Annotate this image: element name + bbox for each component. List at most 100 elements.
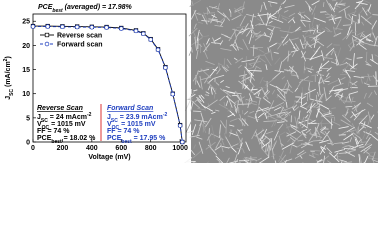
nanowire (228, 109, 236, 117)
nanowire (223, 102, 226, 108)
nanowire (281, 15, 290, 20)
nanowire (244, 85, 248, 90)
nanowire (287, 50, 290, 62)
nanowire (306, 99, 316, 109)
nanowire (232, 28, 242, 32)
nanowire (194, 95, 201, 103)
nanowire (205, 141, 216, 150)
nanowire (294, 106, 300, 111)
nanowire (327, 79, 338, 86)
nanowire (324, 130, 333, 143)
sem-image (184, 0, 378, 163)
nanowire (284, 159, 287, 163)
nanowire (344, 106, 350, 111)
nanowire (277, 14, 281, 21)
nanowire (258, 156, 270, 163)
nanowire (262, 106, 274, 112)
nanowire (334, 51, 339, 65)
nanowire (249, 110, 255, 114)
nanowire (247, 76, 255, 88)
nanowire (326, 72, 330, 78)
nanowire (208, 66, 219, 78)
nanowire (188, 27, 198, 37)
annotation-line: VOC = 1015 mV (107, 121, 156, 131)
nanowire (190, 101, 194, 112)
nanowire (287, 37, 299, 42)
nanowire (246, 13, 257, 18)
nanowire (246, 69, 256, 81)
nanowire (200, 77, 210, 81)
nanowire (323, 155, 326, 163)
nanowire (250, 13, 255, 27)
nanowire (221, 65, 228, 73)
nanowire (298, 11, 306, 15)
annotation-heading: Forward Scan (107, 105, 153, 112)
nanowire (278, 150, 285, 162)
nanowire (335, 93, 346, 104)
nanowire (346, 17, 359, 25)
nanowire (193, 23, 197, 29)
nanowire (234, 7, 243, 17)
nanowire (280, 36, 286, 39)
nanowire (204, 121, 207, 127)
nanowire (196, 136, 203, 140)
nanowire (190, 90, 195, 97)
nanowire (340, 77, 346, 81)
text-part: PCE (38, 4, 53, 11)
nanowire (318, 60, 330, 70)
nanowire (192, 29, 197, 39)
nanowire (365, 51, 368, 66)
nanowire (323, 87, 327, 100)
nanowire (363, 131, 373, 136)
nanowire (343, 148, 356, 150)
nanowire (267, 27, 274, 32)
nanowire (235, 57, 244, 64)
nanowire (263, 53, 272, 67)
nanowire (245, 98, 258, 103)
nanowire (307, 110, 313, 122)
nanowire (276, 121, 285, 123)
nanowire (362, 7, 368, 16)
nanowire (372, 32, 377, 41)
nanowire (311, 13, 316, 27)
nanowire (375, 71, 377, 85)
nanowire (345, 96, 349, 103)
nanowire (334, 142, 344, 145)
nanowire (266, 24, 281, 29)
nanowire (201, 35, 210, 38)
plot-frame (32, 13, 187, 143)
nanowire (263, 90, 269, 95)
nanowire (211, 14, 217, 19)
nanowire (293, 104, 298, 109)
nanowire (207, 136, 212, 150)
nanowire (292, 99, 297, 107)
nanowire (338, 126, 349, 129)
nanowire (340, 93, 343, 99)
nanowire (353, 75, 365, 79)
nanowire (244, 99, 248, 104)
nanowire (193, 89, 198, 92)
nanowire (342, 24, 352, 26)
nanowire (200, 112, 205, 125)
nanowire (283, 91, 286, 102)
nanowire (203, 43, 208, 52)
marker (177, 123, 183, 128)
nanowire (288, 83, 292, 88)
nanowire (245, 157, 258, 159)
nanowire (366, 102, 374, 107)
nanowire (203, 50, 209, 59)
nanowire (282, 105, 296, 112)
nanowire (218, 103, 229, 110)
nanowire (354, 138, 358, 147)
nanowire (324, 80, 330, 83)
nanowire (196, 12, 201, 16)
nanowire (352, 53, 355, 67)
y-tick-label: 10 (22, 91, 30, 98)
nanowire (371, 24, 373, 36)
nanowire (301, 102, 308, 107)
nanowire (352, 37, 360, 42)
nanowire (341, 62, 351, 74)
nanowire (308, 130, 317, 142)
nanowire (252, 55, 260, 68)
nanowire (358, 43, 367, 50)
